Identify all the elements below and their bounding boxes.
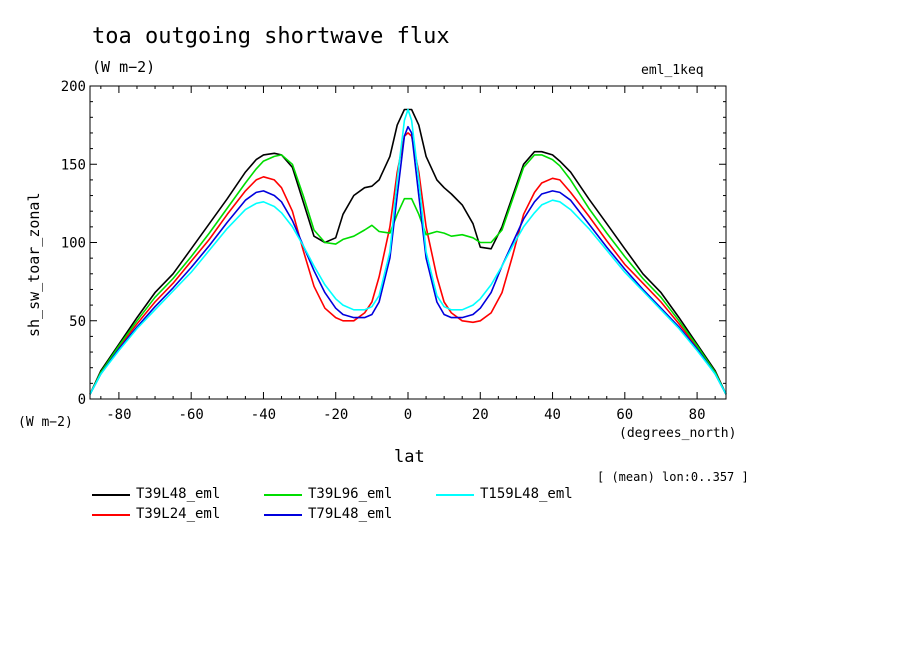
averaging-note: [ (mean) lon:0..357 ]: [597, 470, 749, 484]
x-tick-label: -60: [179, 407, 204, 423]
y-tick-label: 100: [61, 236, 86, 252]
experiment-id: eml_1keq: [641, 63, 704, 78]
x-tick-label: -80: [106, 407, 131, 423]
tick-labels: -80 -60 -40 -20 0 20 40 60 80 0 50 100 150 200: [61, 79, 706, 423]
x-axis-units: (degrees_north): [619, 426, 737, 441]
legend-label: T39L48_eml: [136, 486, 221, 502]
plot-frame: [89, 85, 727, 400]
legend-label: T39L24_eml: [136, 506, 221, 522]
x-tick-label: 0: [404, 407, 412, 423]
x-axis-label: lat: [394, 447, 425, 467]
legend-swatch: [264, 494, 302, 496]
series-line-t79l48-eml: [89, 125, 727, 395]
x-tick-label: 20: [472, 407, 489, 423]
chart-units: (W m−2): [92, 58, 156, 76]
series-line-t39l96-eml: [89, 154, 727, 395]
series-line-t39l24-eml: [89, 132, 727, 395]
x-tick-label: -20: [323, 407, 348, 423]
legend-swatch: [92, 494, 130, 496]
y-axis-units: (W m−2): [18, 415, 73, 430]
legend-label: T79L48_eml: [308, 506, 393, 522]
y-tick-label: 50: [69, 314, 86, 330]
chart-title: toa outgoing shortwave flux: [92, 24, 450, 49]
legend-swatch: [264, 514, 302, 516]
x-tick-label: 60: [616, 407, 633, 423]
series-line-t39l48-eml: [89, 108, 727, 395]
legend-swatch: [92, 514, 130, 516]
y-tick-label: 200: [61, 79, 86, 95]
series-line-t159l48-eml: [89, 108, 727, 395]
series-lines: [89, 108, 727, 395]
x-tick-label: 80: [689, 407, 706, 423]
x-tick-label: -40: [251, 407, 276, 423]
y-axis-label: sh_sw_toar_zonal: [25, 192, 43, 338]
y-tick-label: 150: [61, 157, 86, 173]
legend-label: T39L96_eml: [308, 486, 393, 502]
y-tick-label: 0: [78, 392, 86, 408]
legend-swatch: [436, 494, 474, 496]
legend-label: T159L48_eml: [480, 486, 573, 502]
x-tick-label: 40: [544, 407, 561, 423]
